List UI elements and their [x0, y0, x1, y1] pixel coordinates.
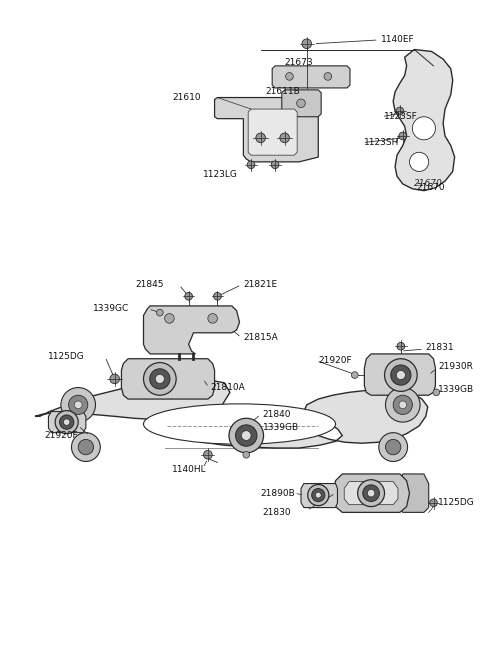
Polygon shape — [400, 474, 429, 512]
Circle shape — [297, 99, 305, 108]
Polygon shape — [248, 109, 297, 155]
Circle shape — [409, 152, 429, 171]
Circle shape — [110, 374, 120, 384]
Text: 1140HL: 1140HL — [172, 464, 207, 474]
Text: 1140EF: 1140EF — [381, 35, 414, 45]
Text: 21845: 21845 — [136, 280, 164, 289]
Circle shape — [391, 365, 411, 385]
Text: 21815A: 21815A — [243, 333, 278, 342]
Polygon shape — [144, 306, 240, 354]
Circle shape — [185, 293, 192, 300]
Circle shape — [243, 451, 250, 458]
Polygon shape — [364, 354, 435, 395]
Circle shape — [69, 395, 88, 415]
Circle shape — [247, 161, 255, 169]
Text: 21810A: 21810A — [211, 383, 245, 392]
Circle shape — [384, 359, 417, 392]
Circle shape — [72, 433, 100, 461]
Circle shape — [379, 433, 408, 461]
Circle shape — [144, 363, 176, 395]
Text: 21821E: 21821E — [243, 280, 277, 289]
Circle shape — [61, 388, 96, 422]
Circle shape — [63, 419, 70, 425]
Circle shape — [363, 485, 379, 501]
Circle shape — [312, 489, 325, 502]
Text: 21610: 21610 — [172, 93, 201, 102]
Polygon shape — [48, 411, 86, 433]
Ellipse shape — [144, 404, 336, 444]
Polygon shape — [393, 49, 455, 191]
Circle shape — [412, 117, 435, 140]
Circle shape — [155, 375, 165, 384]
Circle shape — [315, 492, 321, 498]
Circle shape — [385, 440, 401, 455]
Text: 1123SF: 1123SF — [384, 112, 417, 121]
Circle shape — [74, 401, 82, 409]
Text: 1339GB: 1339GB — [438, 385, 474, 394]
Circle shape — [204, 451, 212, 459]
Polygon shape — [301, 483, 337, 508]
Text: 1339GC: 1339GC — [93, 304, 129, 314]
Circle shape — [150, 369, 170, 389]
Text: 21831: 21831 — [426, 342, 455, 352]
Text: 21920F: 21920F — [318, 356, 352, 365]
Circle shape — [396, 371, 406, 380]
Text: 21920F: 21920F — [45, 431, 78, 440]
Circle shape — [302, 39, 312, 49]
Circle shape — [308, 485, 329, 506]
Text: 1123SH: 1123SH — [364, 138, 400, 147]
Text: 1125DG: 1125DG — [48, 352, 84, 361]
Circle shape — [78, 440, 94, 455]
Text: 21890B: 21890B — [261, 489, 295, 498]
Text: 21670: 21670 — [414, 180, 443, 188]
Circle shape — [236, 425, 257, 446]
Circle shape — [241, 431, 251, 440]
Polygon shape — [272, 66, 350, 88]
Circle shape — [214, 293, 221, 300]
Circle shape — [60, 415, 74, 429]
Circle shape — [280, 133, 289, 142]
Circle shape — [399, 401, 407, 409]
Text: 21830: 21830 — [263, 508, 291, 517]
Text: 21611B: 21611B — [265, 87, 300, 96]
Polygon shape — [121, 359, 215, 399]
Text: 21673: 21673 — [285, 58, 313, 68]
Circle shape — [256, 133, 265, 142]
Text: 21930R: 21930R — [438, 362, 473, 371]
Polygon shape — [333, 474, 409, 512]
Circle shape — [165, 314, 174, 323]
Circle shape — [397, 342, 405, 350]
Circle shape — [433, 389, 440, 396]
Circle shape — [229, 419, 264, 453]
Text: 21670: 21670 — [416, 183, 445, 192]
Polygon shape — [35, 380, 428, 448]
Text: 1125DG: 1125DG — [438, 499, 475, 507]
Circle shape — [324, 73, 332, 80]
Circle shape — [208, 314, 217, 323]
Text: 1339GB: 1339GB — [263, 423, 299, 432]
Circle shape — [55, 411, 78, 434]
Circle shape — [156, 309, 163, 316]
Text: 21840: 21840 — [263, 410, 291, 419]
Polygon shape — [282, 90, 321, 117]
Circle shape — [351, 372, 358, 379]
Text: 1123LG: 1123LG — [203, 170, 238, 179]
Circle shape — [393, 395, 412, 415]
Circle shape — [286, 73, 293, 80]
Circle shape — [367, 489, 375, 497]
Circle shape — [271, 161, 279, 169]
Circle shape — [430, 499, 437, 506]
Circle shape — [396, 107, 404, 115]
Polygon shape — [344, 482, 398, 504]
Polygon shape — [215, 98, 318, 162]
Circle shape — [399, 132, 407, 140]
Circle shape — [358, 480, 384, 506]
Circle shape — [385, 388, 420, 422]
